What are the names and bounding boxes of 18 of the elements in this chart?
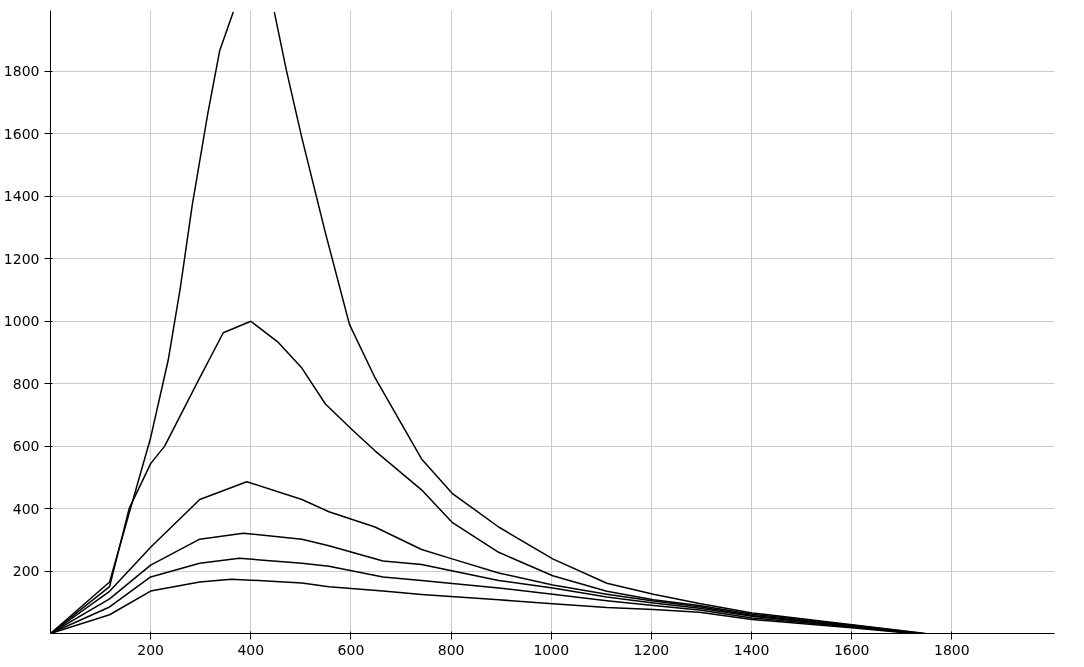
y-tick-label: 400 [12,500,40,517]
x-tick-label: 600 [337,641,365,658]
y-tick-label: 1200 [3,250,40,267]
y-tick-label: 1000 [3,313,40,330]
x-tick-label: 1000 [533,641,570,658]
y-tick-label: 1600 [3,125,40,142]
x-tick-label: 1600 [833,641,870,658]
x-tick-label: 800 [437,641,465,658]
x-tick-label: 1400 [733,641,770,658]
y-tick-label: 800 [12,375,40,392]
x-tick-label: 200 [137,641,165,658]
x-tick-label: 1800 [934,641,970,658]
y-tick-label: 600 [12,438,40,455]
y-tick-label: 1800 [3,63,40,80]
y-tick-label: 200 [12,563,40,580]
x-tick-label: 400 [237,641,265,658]
y-tick-label: 1400 [3,188,40,205]
x-tick-label: 1200 [633,641,670,658]
